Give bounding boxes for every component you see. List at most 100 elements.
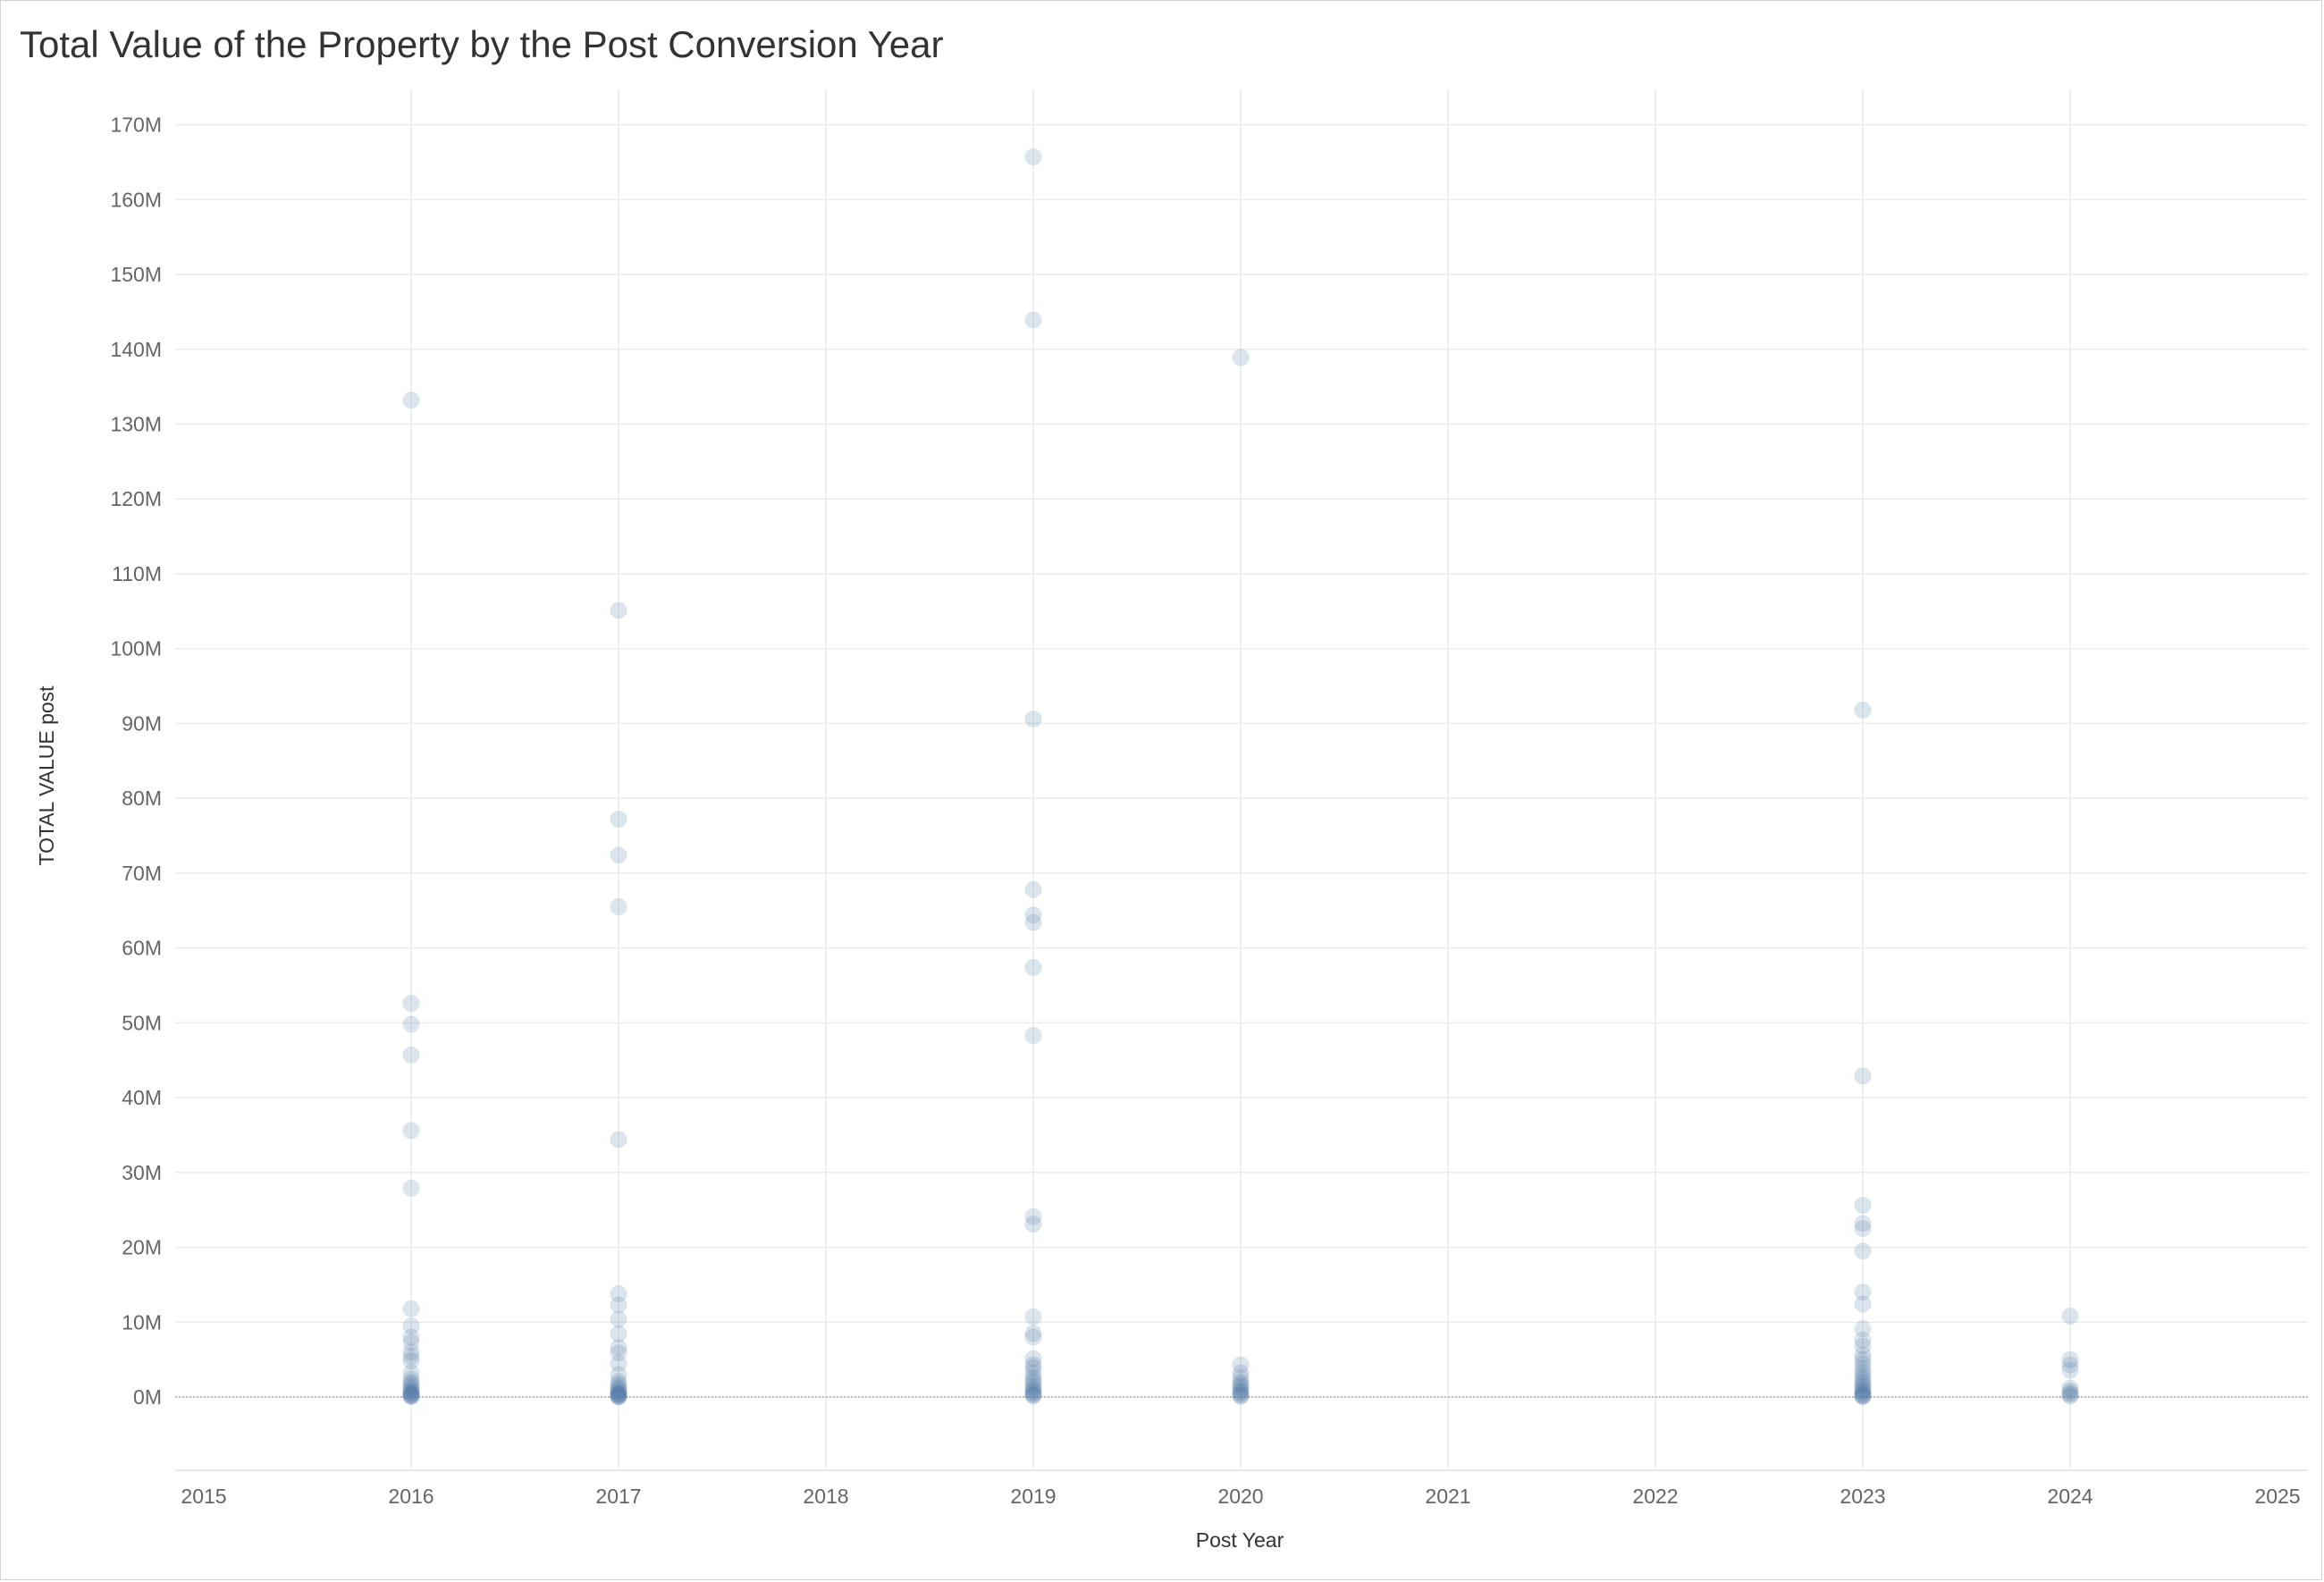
- data-point[interactable]: [2061, 1382, 2079, 1400]
- data-point[interactable]: [1232, 1380, 1250, 1398]
- data-point[interactable]: [1024, 1364, 1042, 1382]
- data-point[interactable]: [610, 1284, 627, 1302]
- data-point[interactable]: [2061, 1385, 2079, 1403]
- data-point[interactable]: [610, 1310, 627, 1328]
- data-point[interactable]: [402, 1383, 420, 1401]
- data-point[interactable]: [1854, 1370, 1872, 1388]
- data-point[interactable]: [610, 1131, 627, 1149]
- data-point[interactable]: [1024, 1216, 1042, 1233]
- data-point[interactable]: [402, 391, 420, 409]
- data-point[interactable]: [1024, 1375, 1042, 1393]
- data-point[interactable]: [1024, 1385, 1042, 1403]
- data-point[interactable]: [1854, 1337, 1872, 1355]
- data-point[interactable]: [402, 1376, 420, 1393]
- data-point[interactable]: [402, 1179, 420, 1197]
- data-point[interactable]: [1024, 1384, 1042, 1401]
- data-point[interactable]: [610, 1325, 627, 1343]
- data-point[interactable]: [402, 1370, 420, 1388]
- data-point[interactable]: [1232, 1376, 1250, 1393]
- data-point[interactable]: [1232, 349, 1250, 366]
- data-point[interactable]: [1854, 1346, 1872, 1364]
- data-point[interactable]: [402, 1122, 420, 1140]
- data-point[interactable]: [1232, 1382, 1250, 1400]
- data-point[interactable]: [1232, 1368, 1250, 1386]
- data-point[interactable]: [2061, 1387, 2079, 1405]
- data-point[interactable]: [1024, 906, 1042, 924]
- data-point[interactable]: [2061, 1351, 2079, 1368]
- data-point[interactable]: [1024, 148, 1042, 166]
- data-point[interactable]: [1232, 1384, 1250, 1401]
- data-point[interactable]: [1854, 1220, 1872, 1238]
- data-point[interactable]: [1854, 1215, 1872, 1233]
- data-point[interactable]: [1854, 1388, 1872, 1406]
- data-point[interactable]: [1024, 1308, 1042, 1325]
- data-point[interactable]: [1854, 701, 1872, 719]
- data-point[interactable]: [1024, 880, 1042, 898]
- data-point[interactable]: [610, 1372, 627, 1390]
- data-point[interactable]: [610, 898, 627, 916]
- data-point[interactable]: [610, 602, 627, 619]
- data-point[interactable]: [402, 1381, 420, 1399]
- data-point[interactable]: [1024, 1328, 1042, 1346]
- data-point[interactable]: [1024, 1380, 1042, 1398]
- data-point[interactable]: [1024, 1350, 1042, 1367]
- data-point[interactable]: [2061, 1356, 2079, 1374]
- data-point[interactable]: [1024, 1325, 1042, 1342]
- data-point[interactable]: [610, 1388, 627, 1406]
- data-point[interactable]: [1854, 1242, 1872, 1260]
- data-point[interactable]: [1854, 1383, 1872, 1401]
- data-point[interactable]: [1024, 958, 1042, 976]
- data-point[interactable]: [1854, 1376, 1872, 1393]
- data-point[interactable]: [1024, 710, 1042, 728]
- data-point[interactable]: [610, 1381, 627, 1399]
- data-point[interactable]: [402, 1388, 420, 1406]
- data-point[interactable]: [610, 1354, 627, 1372]
- data-point[interactable]: [1854, 1377, 1872, 1395]
- data-point[interactable]: [610, 1377, 627, 1395]
- data-point[interactable]: [1024, 1372, 1042, 1390]
- data-point[interactable]: [402, 1300, 420, 1317]
- data-point[interactable]: [1024, 1377, 1042, 1395]
- data-point[interactable]: [1024, 1386, 1042, 1404]
- data-point[interactable]: [1854, 1331, 1872, 1349]
- data-point[interactable]: [1232, 1388, 1250, 1406]
- data-point[interactable]: [1854, 1384, 1872, 1402]
- data-point[interactable]: [402, 1385, 420, 1403]
- data-point[interactable]: [402, 1046, 420, 1064]
- data-point[interactable]: [402, 1386, 420, 1404]
- data-point[interactable]: [610, 811, 627, 829]
- data-point[interactable]: [1232, 1386, 1250, 1404]
- data-point[interactable]: [610, 1339, 627, 1357]
- data-point[interactable]: [610, 1383, 627, 1401]
- data-point[interactable]: [402, 1334, 420, 1351]
- data-point[interactable]: [1232, 1377, 1250, 1395]
- data-point[interactable]: [402, 1343, 420, 1361]
- data-point[interactable]: [402, 1385, 420, 1403]
- data-point[interactable]: [610, 1344, 627, 1362]
- data-point[interactable]: [1854, 1367, 1872, 1385]
- data-point[interactable]: [610, 1385, 627, 1403]
- data-point[interactable]: [1854, 1386, 1872, 1404]
- data-point[interactable]: [1854, 1385, 1872, 1403]
- data-point[interactable]: [1024, 311, 1042, 329]
- data-point[interactable]: [1854, 1351, 1872, 1368]
- data-point[interactable]: [1854, 1067, 1872, 1085]
- data-point[interactable]: [402, 1317, 420, 1334]
- data-point[interactable]: [402, 1352, 420, 1370]
- data-point[interactable]: [1024, 1368, 1042, 1386]
- data-point[interactable]: [402, 1348, 420, 1366]
- data-point[interactable]: [402, 1328, 420, 1346]
- data-point[interactable]: [610, 1380, 627, 1398]
- data-point[interactable]: [1232, 1385, 1250, 1403]
- data-point[interactable]: [1854, 1363, 1872, 1381]
- data-point[interactable]: [402, 1373, 420, 1391]
- data-point[interactable]: [1854, 1373, 1872, 1391]
- data-point[interactable]: [610, 1387, 627, 1405]
- data-point[interactable]: [610, 1386, 627, 1404]
- data-point[interactable]: [1854, 1381, 1872, 1399]
- data-point[interactable]: [1024, 1027, 1042, 1045]
- data-point[interactable]: [1024, 1356, 1042, 1374]
- data-point[interactable]: [1024, 1382, 1042, 1400]
- data-point[interactable]: [2061, 1379, 2079, 1397]
- data-point[interactable]: [1854, 1380, 1872, 1398]
